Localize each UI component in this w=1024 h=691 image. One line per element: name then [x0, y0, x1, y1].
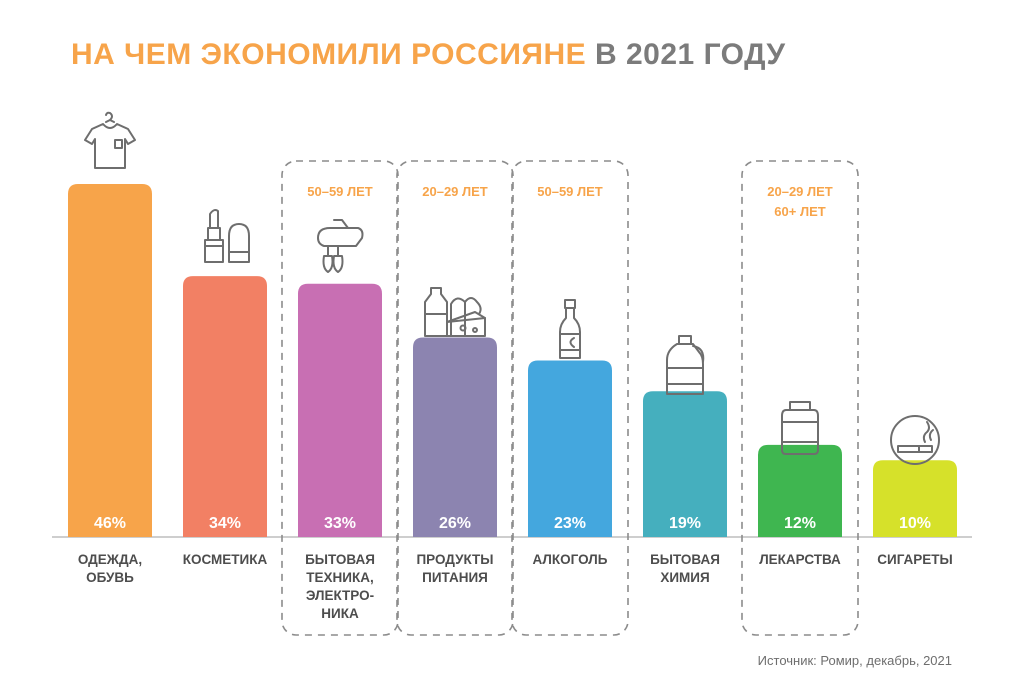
data-label: 12%: [784, 515, 816, 532]
icon-stroke: [781, 409, 819, 455]
icon-stroke: [569, 337, 575, 348]
highlight-box: [741, 160, 859, 636]
icon-stroke: [84, 123, 136, 169]
icon-stroke: [424, 287, 448, 337]
bar-group: 20–29 ЛЕТ 60+ ЛЕТ 12% ЛЕКАРСТВА: [741, 160, 859, 636]
title-accent-part: НА ЧЕМ ЭКОНОМИЛИ РОССИЯНЕ: [71, 38, 587, 71]
icon-stroke: [228, 223, 250, 263]
bar: [758, 444, 842, 537]
category-label: ЛЕКАРСТВА: [759, 552, 841, 567]
category-label: ХИМИЯ: [660, 570, 709, 585]
icon-stroke: [897, 445, 933, 453]
icon-stroke: [781, 421, 819, 443]
bar: [298, 283, 382, 537]
category-label: ТЕХНИКА,: [306, 570, 373, 585]
icon-stroke: [204, 239, 224, 263]
icon-stroke: [105, 111, 113, 121]
detergent-icon: [666, 335, 705, 395]
age-group-label: 50–59 ЛЕТ: [307, 184, 373, 199]
data-label: 46%: [94, 515, 126, 532]
icon-stroke: [209, 209, 219, 229]
data-label: 19%: [669, 515, 701, 532]
data-label: 23%: [554, 515, 586, 532]
age-group-label: 20–29 ЛЕТ: [422, 184, 488, 199]
icon-stroke: [322, 255, 334, 273]
category-label: БЫТОВАЯ: [305, 552, 375, 567]
data-label: 34%: [209, 515, 241, 532]
icon-stroke: [666, 343, 704, 395]
icon-stroke: [317, 227, 364, 247]
icon-stroke: [922, 421, 930, 443]
bar-group: 20–29 ЛЕТ 26% ПРОДУКТЫ ПИТАНИЯ: [396, 160, 514, 636]
age-group-label: 20–29 ЛЕТ: [767, 184, 833, 199]
category-label: ЭЛЕКТРО-: [306, 588, 374, 603]
category-label: ПРОДУКТЫ: [416, 552, 493, 567]
data-label: 33%: [324, 515, 356, 532]
lipstick-icon: [204, 209, 250, 263]
icon-stroke: [666, 367, 704, 385]
age-group-label: 50–59 ЛЕТ: [537, 184, 603, 199]
bar: [643, 391, 727, 537]
age-group-label: 60+ ЛЕТ: [774, 204, 825, 219]
data-label: 26%: [439, 515, 471, 532]
bar-group: 10% СИГАРЕТЫ: [873, 415, 957, 567]
pill-jar-icon: [781, 401, 819, 455]
groceries-icon: [424, 287, 486, 337]
highlight-box: [396, 160, 514, 636]
category-label: НИКА: [321, 606, 359, 621]
highlight-box: [281, 160, 399, 636]
icon-stroke: [678, 335, 692, 345]
source-note: Источник: Ромир, декабрь, 2021: [757, 653, 952, 668]
icon-stroke: [559, 333, 581, 351]
mixer-icon: [317, 219, 364, 273]
bottle-icon: [559, 299, 581, 359]
icon-stroke: [692, 345, 705, 363]
data-label: 10%: [899, 515, 931, 532]
highlight-box: [511, 160, 629, 636]
icon-stroke: [559, 307, 581, 359]
tshirt-icon: [84, 111, 136, 169]
icon-stroke: [464, 297, 482, 315]
bar: [183, 276, 267, 537]
bar: [68, 184, 152, 537]
category-label: ПИТАНИЯ: [422, 570, 488, 585]
title-gray-part: В 2021 ГОДУ: [595, 38, 786, 71]
icon-stroke: [472, 327, 478, 333]
chart-title: НА ЧЕМ ЭКОНОМИЛИ РОССИЯНЕ В 2021 ГОДУ: [71, 38, 786, 72]
icon-stroke: [332, 255, 344, 273]
icon-stroke: [327, 245, 339, 257]
bar-group: 46% ОДЕЖДА, ОБУВЬ: [68, 111, 152, 585]
category-label: ОБУВЬ: [86, 570, 134, 585]
icon-stroke: [928, 429, 934, 441]
icon-stroke: [446, 317, 486, 323]
bar-group: 50–59 ЛЕТ 33% БЫТОВАЯ ТЕХНИКА, ЭЛЕКТРО- НИКА: [281, 160, 399, 636]
category-label: БЫТОВАЯ: [650, 552, 720, 567]
bar-group: 50–59 ЛЕТ 23% АЛКОГОЛЬ: [511, 160, 629, 636]
bar-group: 19% БЫТОВАЯ ХИМИЯ: [643, 335, 727, 585]
icon-stroke: [207, 227, 221, 241]
category-label: СИГАРЕТЫ: [877, 552, 952, 567]
bar: [528, 360, 612, 537]
icon-stroke: [564, 299, 576, 309]
category-label: ОДЕЖДА,: [78, 552, 142, 567]
icon-stroke: [446, 311, 486, 337]
icon-stroke: [114, 139, 123, 149]
category-label: КОСМЕТИКА: [183, 552, 268, 567]
icon-stroke: [890, 415, 940, 465]
icon-stroke: [789, 401, 811, 411]
icon-stroke: [459, 324, 467, 332]
bar: [873, 460, 957, 537]
icon-stroke: [333, 219, 349, 229]
category-label: АЛКОГОЛЬ: [533, 552, 608, 567]
bar-group: 34% КОСМЕТИКА: [183, 209, 268, 567]
cigarette-icon: [890, 415, 940, 465]
icon-stroke: [105, 119, 115, 123]
bar: [413, 337, 497, 537]
